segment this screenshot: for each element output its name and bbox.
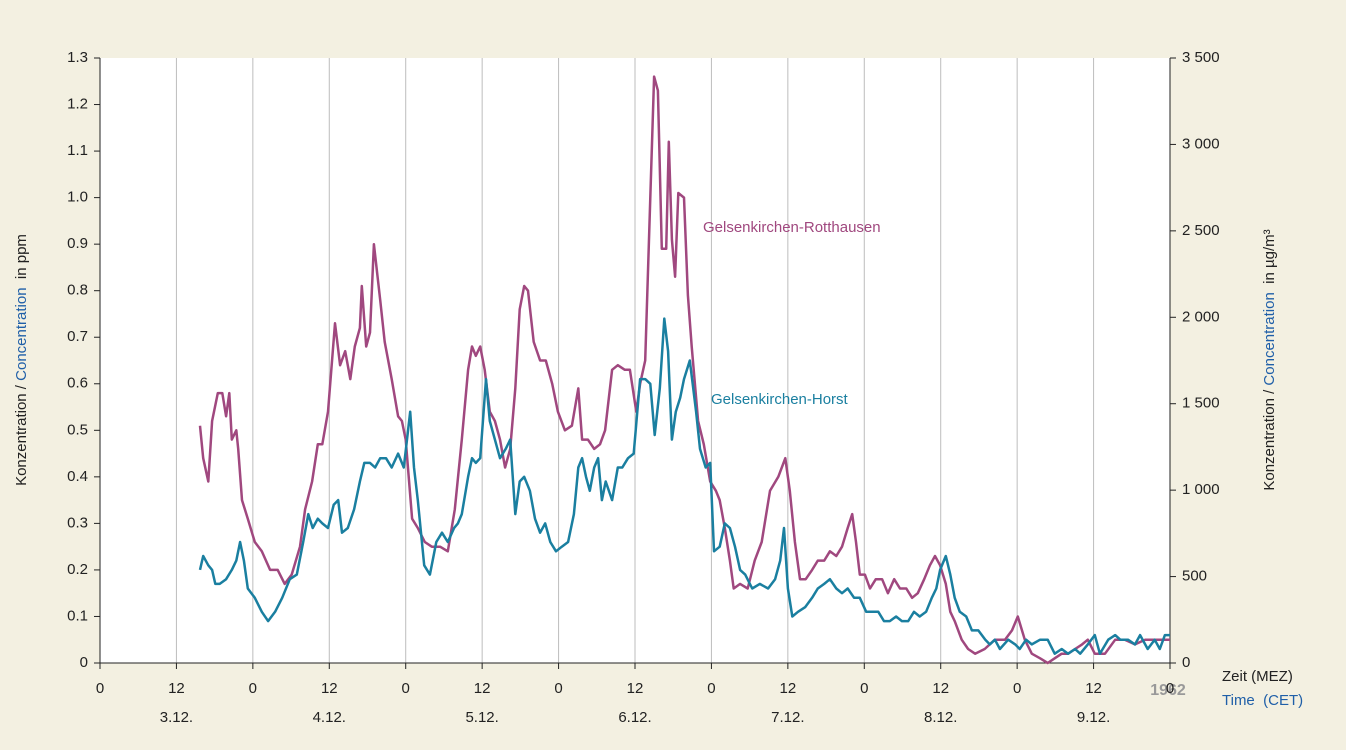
x-tick-label: 0 — [1013, 680, 1021, 697]
x-tick-label: 12 — [1085, 680, 1102, 697]
x-tick-label: 0 — [1166, 680, 1174, 697]
y-axis-title: Konzentration / Concentration in ppm — [13, 234, 30, 486]
y-tick-label: 0.9 — [67, 235, 88, 252]
y2-tick-label: 1 000 — [1182, 481, 1220, 498]
x-tick-label: 12 — [474, 680, 491, 697]
y-tick-label: 0.3 — [67, 514, 88, 531]
day-label: 4.12. — [313, 709, 346, 726]
y-tick-label: 0.6 — [67, 375, 88, 392]
y2-axis-title-part: Konzentration / — [1261, 386, 1278, 491]
y-tick-label: 1.2 — [67, 96, 88, 113]
x-tick-label: 12 — [932, 680, 949, 697]
x-axis-title-en: Time (CET) — [1222, 692, 1303, 709]
y-tick-label: 0.5 — [67, 421, 88, 438]
series-line — [198, 75, 1170, 665]
y-axis-title-part: in ppm — [13, 234, 30, 287]
day-label: 3.12. — [160, 709, 193, 726]
y2-axis-title: Konzentration / Concentration in µg/m³ — [1261, 229, 1278, 490]
y2-tick-label: 500 — [1182, 568, 1207, 585]
day-label: 8.12. — [924, 709, 957, 726]
x-tick-label: 0 — [402, 680, 410, 697]
x-tick-label: 12 — [627, 680, 644, 697]
y-tick-label: 0.8 — [67, 282, 88, 299]
x-tick-label: 0 — [554, 680, 562, 697]
y2-axis-title-part: Concentration — [1261, 292, 1278, 385]
y-tick-label: 1.1 — [67, 142, 88, 159]
x-tick-label: 0 — [860, 680, 868, 697]
y2-tick-label: 2 000 — [1182, 308, 1220, 325]
x-tick-label: 0 — [96, 680, 104, 697]
y-axis-title-part: Concentration — [13, 287, 30, 380]
day-label: 7.12. — [771, 709, 804, 726]
y2-tick-label: 1 500 — [1182, 395, 1220, 412]
y2-tick-label: 0 — [1182, 654, 1190, 671]
y-axis-title-part: Konzentration / — [13, 381, 30, 486]
series-label: Gelsenkirchen-Rotthausen — [703, 219, 881, 236]
series-label: Gelsenkirchen-Horst — [711, 391, 849, 408]
series-line — [198, 317, 1170, 655]
x-tick-label: 12 — [168, 680, 185, 697]
y-tick-label: 1.0 — [67, 189, 88, 206]
y2-axis-title-part: in µg/m³ — [1261, 229, 1278, 292]
x-tick-label: 0 — [707, 680, 715, 697]
y2-tick-label: 3 000 — [1182, 135, 1220, 152]
day-label: 9.12. — [1077, 709, 1110, 726]
y2-tick-label: 3 500 — [1182, 49, 1220, 66]
y-tick-label: 0 — [80, 654, 88, 671]
day-label: 6.12. — [618, 709, 651, 726]
y-tick-label: 1.3 — [67, 49, 88, 66]
x-tick-label: 0 — [249, 680, 257, 697]
y-tick-label: 0.1 — [67, 607, 88, 624]
year-label: 1962 — [1150, 682, 1186, 699]
x-tick-label: 12 — [780, 680, 797, 697]
x-axis-title: Zeit (MEZ) — [1222, 668, 1293, 685]
day-label: 5.12. — [465, 709, 498, 726]
y-tick-label: 0.4 — [67, 468, 88, 485]
y-tick-label: 0.2 — [67, 561, 88, 578]
y-tick-label: 0.7 — [67, 328, 88, 345]
x-tick-label: 12 — [321, 680, 338, 697]
y2-tick-label: 2 500 — [1182, 222, 1220, 239]
